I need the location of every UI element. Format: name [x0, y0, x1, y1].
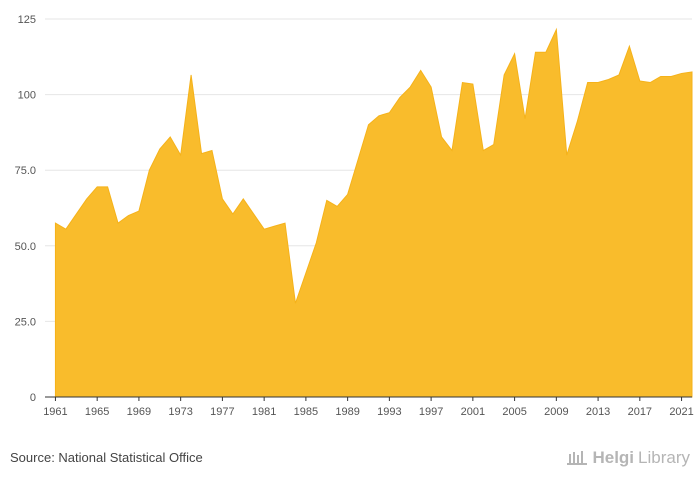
x-tick-label: 2005 [502, 406, 526, 418]
y-tick-label: 125 [18, 14, 36, 26]
x-tick-label: 1969 [127, 406, 151, 418]
x-tick-label: 1981 [252, 406, 276, 418]
brand-name-part2: Library [638, 448, 690, 467]
x-tick-label: 1977 [210, 406, 234, 418]
x-tick-label: 2009 [544, 406, 568, 418]
x-tick-label: 2021 [669, 406, 693, 418]
library-icon [567, 451, 588, 465]
x-tick-label: 2001 [461, 406, 485, 418]
x-tick-labels: 1961 1965 1969 1973 1977 1981 1985 1989 1993 1997… [43, 406, 694, 418]
brand-name-part1: Helgi [592, 448, 635, 467]
y-tick-label: 0 [30, 392, 36, 404]
x-tick-label: 1965 [85, 406, 109, 418]
x-tick-label: 2013 [586, 406, 610, 418]
source-note: Source: National Statistical Office [10, 450, 203, 465]
x-tick-label: 1973 [168, 406, 192, 418]
y-tick-label: 25.0 [15, 316, 36, 328]
x-tick-label: 2017 [628, 406, 652, 418]
axes [45, 396, 692, 401]
x-tick-label: 1997 [419, 406, 443, 418]
x-tick-label: 1989 [335, 406, 359, 418]
y-tick-label: 75.0 [15, 165, 36, 177]
x-tick-label: 1993 [377, 406, 401, 418]
data-area [54, 27, 693, 398]
x-tick-label: 1961 [43, 406, 67, 418]
brand-logo: Helgi Library [566, 448, 690, 468]
area-chart: 0 25.0 50.0 75.0 100 125 1961 1965 1969 1973 1977… [15, 14, 694, 418]
y-tick-label: 100 [18, 90, 36, 102]
y-tick-label: 50.0 [15, 241, 36, 253]
x-tick-label: 1985 [294, 406, 318, 418]
y-tick-labels: 0 25.0 50.0 75.0 100 125 [15, 14, 36, 404]
